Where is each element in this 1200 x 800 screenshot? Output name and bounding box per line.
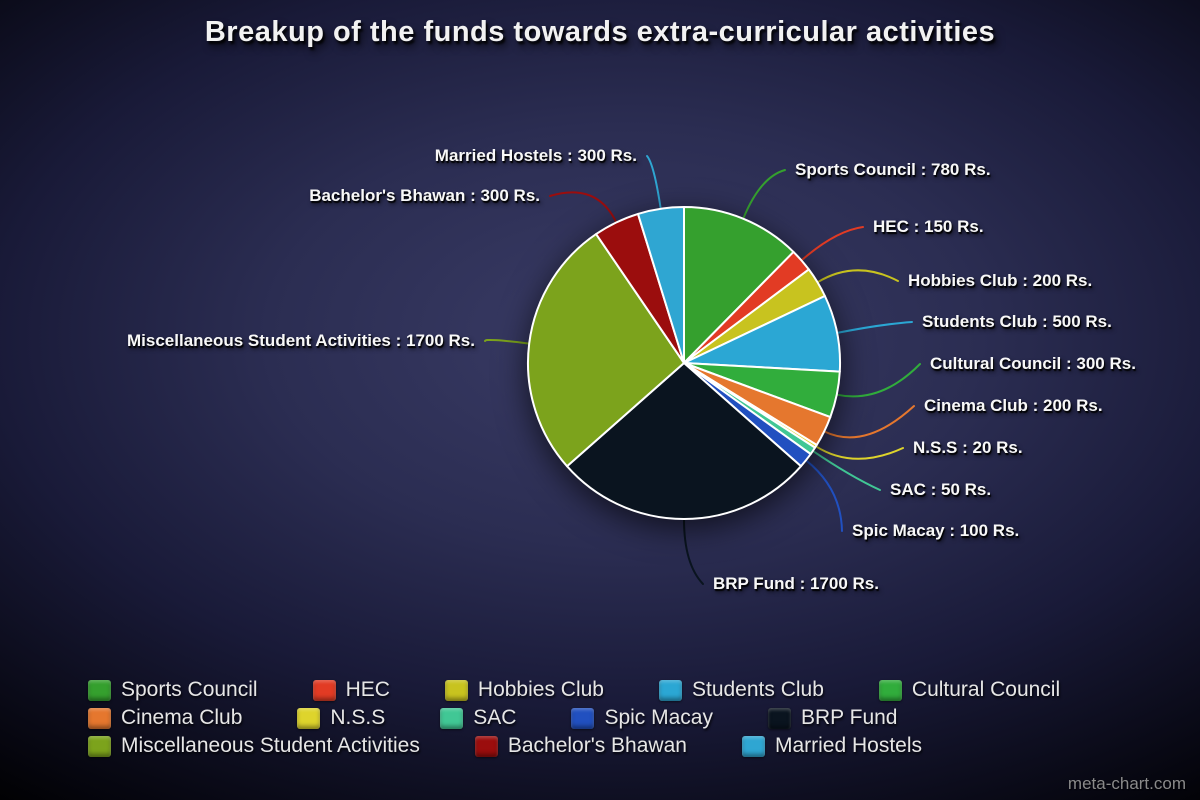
legend-label-hobbies-club: Hobbies Club bbox=[477, 678, 604, 701]
leader-line-miscellaneous-student-activities bbox=[483, 338, 531, 345]
leader-line-hobbies-club bbox=[816, 269, 899, 284]
legend-item-students-club: Students Club bbox=[658, 678, 824, 702]
legend-swatch-married-hostels bbox=[741, 735, 765, 757]
legend-swatch-n-s-s bbox=[297, 707, 321, 729]
legend-label-cultural-council: Cultural Council bbox=[911, 678, 1061, 701]
pie-slice-miscellaneous-student-activities bbox=[526, 233, 685, 468]
legend-label-sports-council: Sports Council bbox=[121, 678, 258, 701]
leader-line-n-s-s bbox=[814, 445, 904, 460]
legend-item-cinema-club: Cinema Club bbox=[88, 706, 242, 730]
leader-line-students-club bbox=[836, 321, 913, 334]
leader-line-sac bbox=[811, 449, 881, 491]
legend-item-married-hostels: Married Hostels bbox=[741, 734, 922, 758]
legend-swatch-miscellaneous-student-activities bbox=[88, 735, 111, 757]
legend-swatch-cultural-council bbox=[878, 679, 902, 701]
legend-label-n-s-s: N.S.S bbox=[330, 706, 386, 729]
legend-row: Sports Council HEC Hobbies Club Students Cl… bbox=[88, 678, 1178, 702]
legend-item-sac: SAC bbox=[440, 706, 516, 730]
legend-item-bachelor-s-bhawan: Bachelor's Bhawan bbox=[474, 734, 687, 758]
slice-label-n-s-s: N.S.S : 20 Rs. bbox=[913, 438, 1023, 457]
slice-label-cultural-council: Cultural Council : 300 Rs. bbox=[930, 354, 1136, 373]
legend-item-hec: HEC bbox=[312, 678, 390, 702]
legend-swatch-cinema-club bbox=[88, 707, 111, 729]
legend-label-hec: HEC bbox=[345, 678, 390, 701]
legend-swatch-sac bbox=[440, 707, 464, 729]
slice-label-cinema-club: Cinema Club : 200 Rs. bbox=[924, 396, 1103, 415]
legend-item-n-s-s: N.S.S bbox=[297, 706, 385, 730]
leader-line-bachelor-s-bhawan bbox=[549, 191, 618, 224]
pie-slices bbox=[526, 205, 842, 521]
legend-label-spic-macay: Spic Macay bbox=[604, 706, 713, 729]
slice-label-bachelor-s-bhawan: Bachelor's Bhawan : 300 Rs. bbox=[309, 186, 540, 205]
legend-label-brp-fund: BRP Fund bbox=[800, 706, 898, 729]
legend-label-miscellaneous-student-activities: Miscellaneous Student Activities bbox=[121, 734, 420, 757]
leader-lines bbox=[483, 155, 921, 585]
legend: Sports Council HEC Hobbies Club Students Cl… bbox=[88, 678, 1178, 762]
slice-label-married-hostels: Married Hostels : 300 Rs. bbox=[434, 146, 637, 165]
legend-item-sports-council: Sports Council bbox=[88, 678, 258, 702]
legend-item-miscellaneous-student-activities: Miscellaneous Student Activities bbox=[88, 734, 420, 758]
slice-label-hec: HEC : 150 Rs. bbox=[873, 217, 984, 236]
legend-label-bachelor-s-bhawan: Bachelor's Bhawan bbox=[507, 734, 687, 757]
leader-line-brp-fund bbox=[683, 518, 704, 585]
legend-swatch-sports-council bbox=[88, 679, 111, 701]
leader-line-hec bbox=[800, 226, 864, 262]
legend-item-brp-fund: BRP Fund bbox=[767, 706, 898, 730]
leader-line-sports-council bbox=[742, 169, 786, 220]
leader-line-married-hostels bbox=[646, 155, 662, 210]
legend-label-students-club: Students Club bbox=[691, 678, 824, 701]
slice-label-brp-fund: BRP Fund : 1700 Rs. bbox=[713, 574, 879, 593]
legend-label-sac: SAC bbox=[473, 706, 517, 729]
slice-label-miscellaneous-student-activities: Miscellaneous Student Activities : 1700 … bbox=[127, 331, 475, 350]
slice-label-students-club: Students Club : 500 Rs. bbox=[922, 312, 1112, 331]
pie-slice-sports-council bbox=[683, 206, 795, 364]
slice-label-spic-macay: Spic Macay : 100 Rs. bbox=[852, 521, 1020, 540]
legend-swatch-spic-macay bbox=[571, 707, 595, 729]
slice-label-sac: SAC : 50 Rs. bbox=[890, 480, 992, 499]
leader-line-spic-macay bbox=[805, 459, 843, 532]
legend-swatch-brp-fund bbox=[767, 707, 791, 729]
legend-swatch-bachelor-s-bhawan bbox=[474, 735, 498, 757]
slice-label-sports-council: Sports Council : 780 Rs. bbox=[795, 160, 991, 179]
watermark: meta-chart.com bbox=[1067, 774, 1186, 793]
pie-slice-married-hostels bbox=[637, 205, 685, 364]
legend-item-cultural-council: Cultural Council bbox=[878, 678, 1061, 702]
slice-label-hobbies-club: Hobbies Club : 200 Rs. bbox=[908, 271, 1093, 290]
legend-row: Cinema Club N.S.S SAC Spic Macay BRP Fund bbox=[88, 706, 1178, 730]
legend-row: Miscellaneous Student Activities Bachelor… bbox=[88, 734, 1178, 758]
chart-title: Breakup of the funds towards extra-curri… bbox=[204, 16, 996, 48]
leader-line-cultural-council bbox=[835, 363, 921, 398]
leader-line-cinema-club bbox=[823, 405, 915, 439]
legend-label-married-hostels: Married Hostels bbox=[774, 734, 922, 757]
legend-item-spic-macay: Spic Macay bbox=[571, 706, 713, 730]
legend-swatch-hobbies-club bbox=[444, 679, 468, 701]
legend-swatch-hec bbox=[312, 679, 336, 701]
legend-label-cinema-club: Cinema Club bbox=[121, 706, 243, 729]
legend-swatch-students-club bbox=[658, 679, 682, 701]
legend-item-hobbies-club: Hobbies Club bbox=[444, 678, 604, 702]
pie-slice-brp-fund bbox=[566, 362, 802, 521]
